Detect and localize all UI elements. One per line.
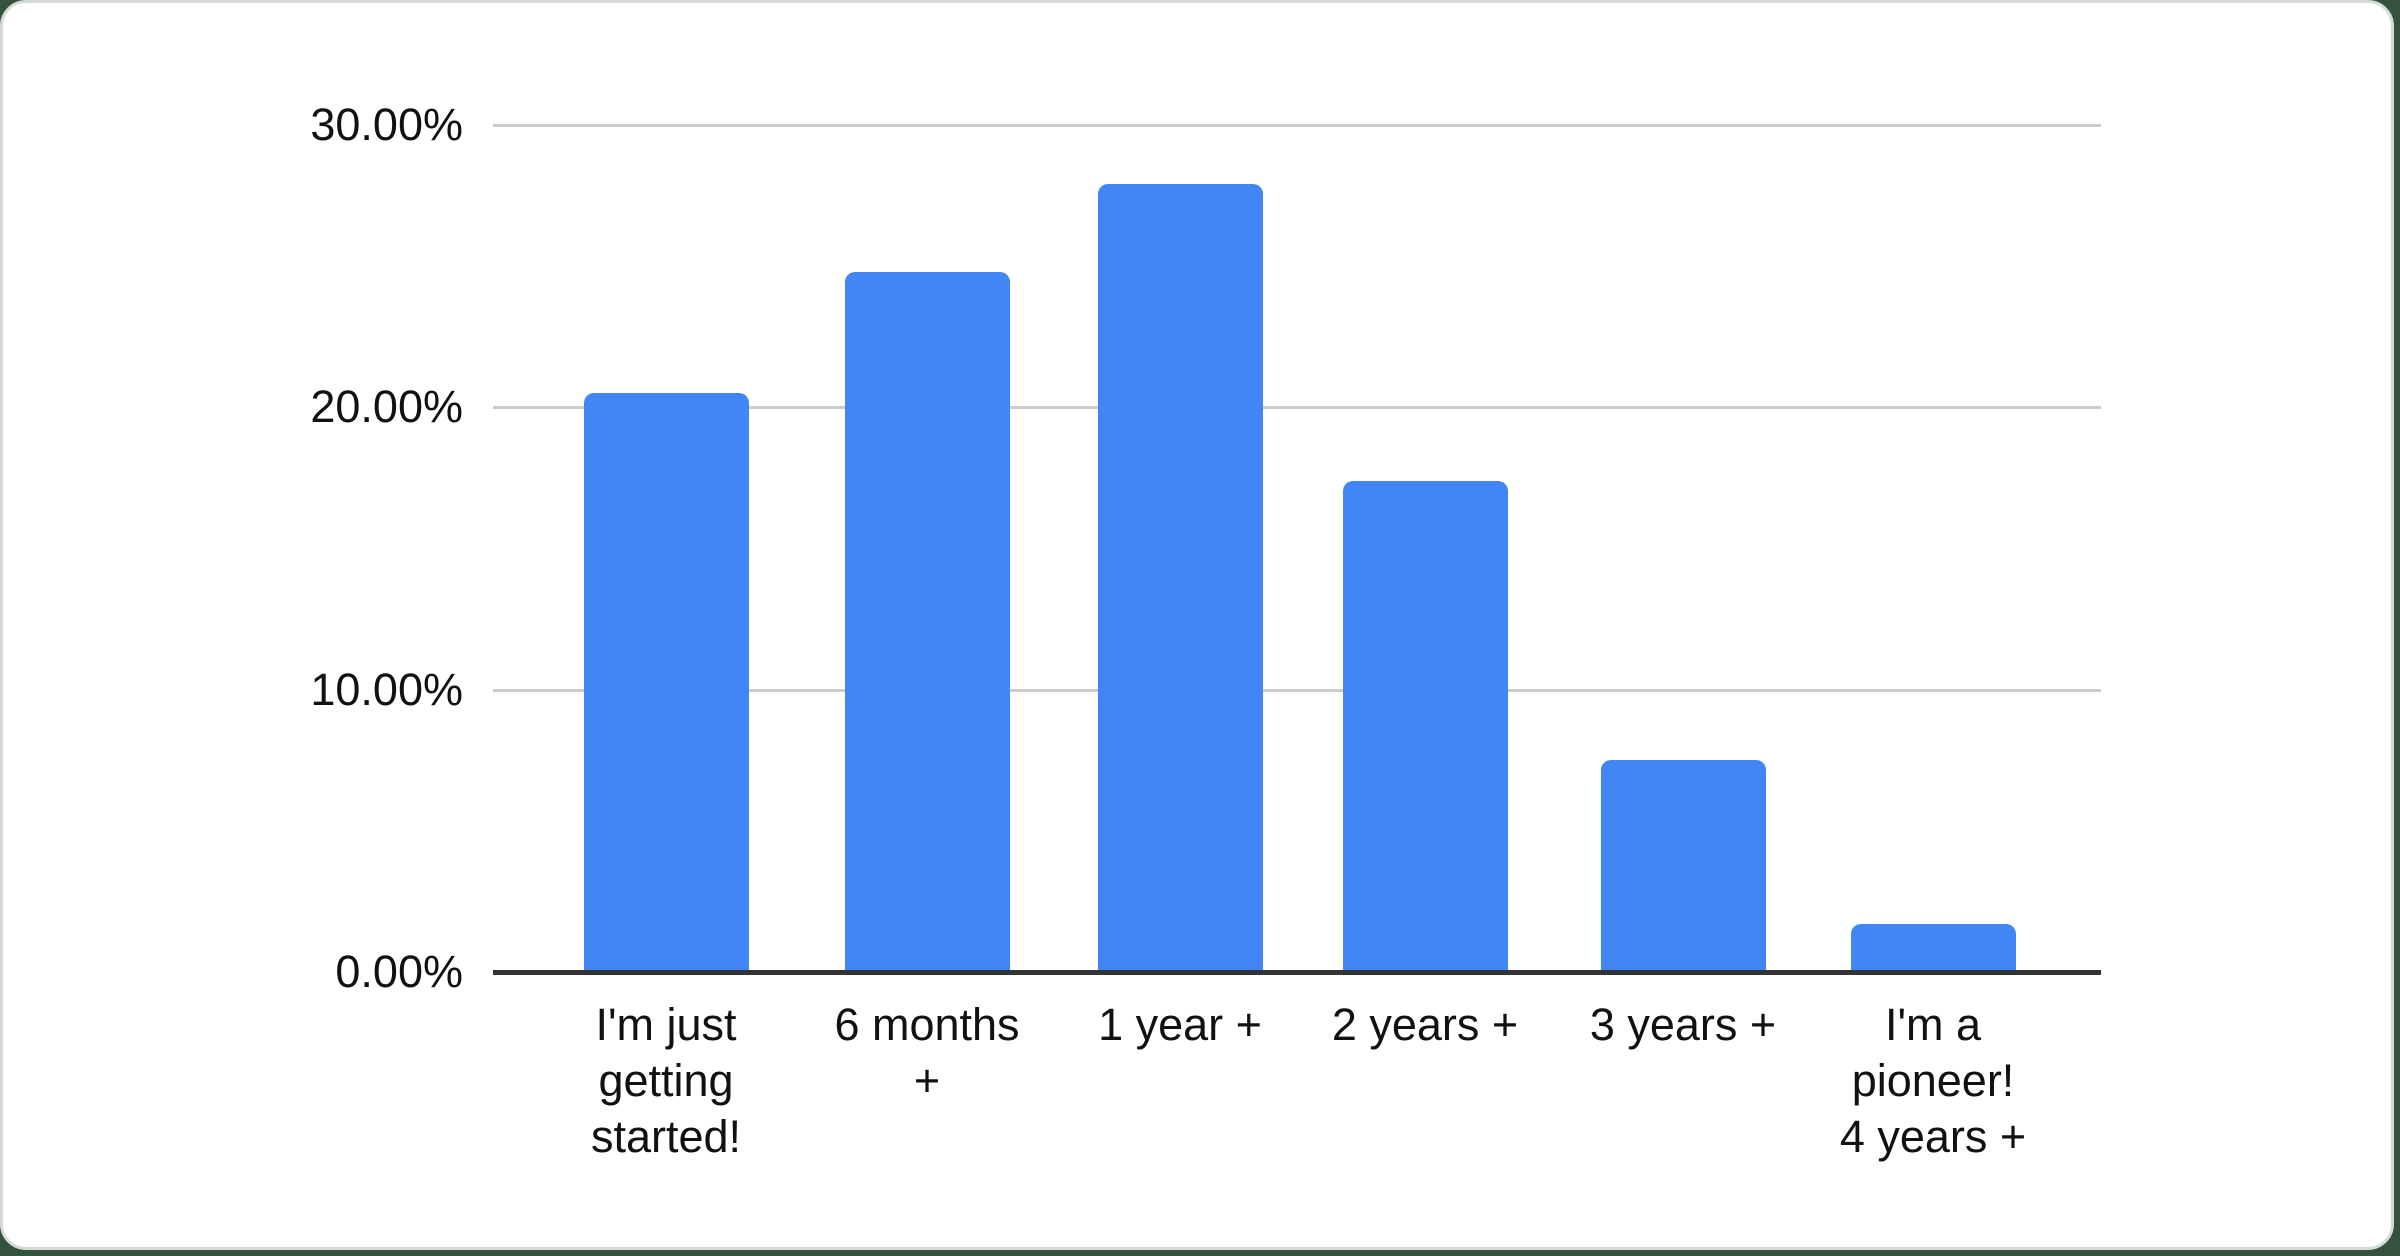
bar-chart: 0.00% 10.00% 20.00% 30.00% I'm just getting… <box>3 3 2391 1247</box>
x-axis-line <box>493 970 2101 975</box>
x-category-label: 3 years + <box>1589 999 1777 1050</box>
x-category-label: 6 months + <box>834 999 1020 1106</box>
y-tick-label: 10.00% <box>310 663 463 715</box>
y-tick-label: 30.00% <box>310 99 463 150</box>
x-category-label: 2 years + <box>1331 999 1519 1050</box>
bar-3 <box>1097 184 1263 972</box>
x-category-label: I'm just getting started! <box>590 999 742 1162</box>
y-tick-label: 20.00% <box>310 381 463 433</box>
bar-1 <box>583 393 749 972</box>
gridline-30 <box>493 124 2101 127</box>
bar-6 <box>1850 924 2016 972</box>
y-tick-label: 0.00% <box>335 946 463 997</box>
gridline-20 <box>493 406 2101 410</box>
gridline-10 <box>493 688 2101 692</box>
bar-2 <box>844 271 1010 972</box>
bar-5 <box>1600 760 1766 972</box>
x-category-label: I'm a pioneer! 4 years + <box>1839 999 2027 1162</box>
x-category-label: 1 year + <box>1098 999 1262 1050</box>
bar-4 <box>1342 480 1508 972</box>
